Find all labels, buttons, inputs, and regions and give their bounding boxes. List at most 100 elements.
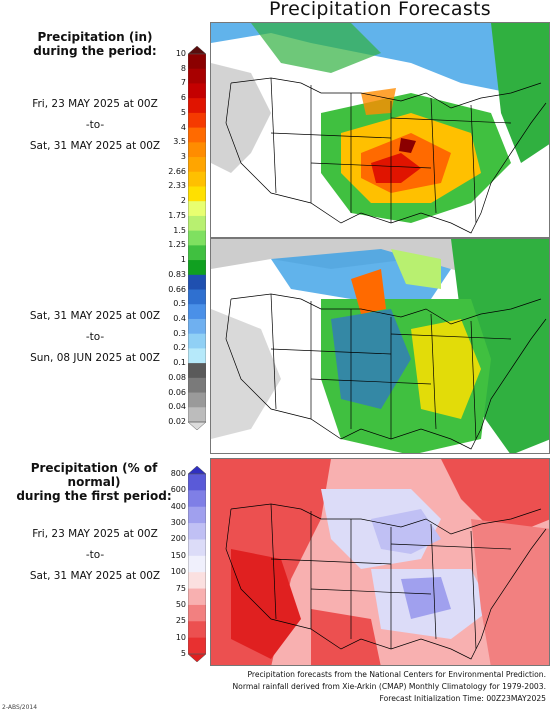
footer-line1: Precipitation forecasts from the Nationa… [247, 670, 546, 679]
colorbar-segment [188, 490, 206, 508]
colorbar-tick-label: 1.25 [168, 240, 186, 250]
colorbar-tick-label: 800 [170, 469, 186, 478]
colorbar-tick-label: 0.66 [168, 284, 186, 294]
colorbar-segment [188, 474, 206, 491]
colorbar-segment [188, 523, 206, 540]
period-2-start: Sat, 31 MAY 2025 at 00Z [29, 310, 161, 322]
colorbar-tick-label: 100 [170, 567, 186, 577]
colorbar-segment [188, 112, 206, 129]
colorbar-segment [188, 572, 206, 590]
colorbar-tick-label: 2 [180, 196, 186, 206]
colorbar-segment [188, 363, 206, 379]
colorbar-segment [188, 186, 206, 202]
period-2-end: Sun, 08 JUN 2025 at 00Z [30, 352, 160, 364]
colorbar-tick-label: 400 [170, 501, 186, 511]
colorbar-segment [188, 230, 206, 246]
colorbar-segment [188, 304, 206, 320]
percent-colorbar: 800 600 400 300 200 150 100 75 50 25 10 5 [146, 466, 208, 662]
colorbar-segment [188, 83, 206, 99]
period-3-label: Fri, 23 MAY 2025 at 00Z -to- Sat, 31 MAY… [20, 524, 170, 587]
colorbar-tick-label: 5 [180, 649, 186, 658]
colorbar-tick-label: 0.2 [173, 343, 186, 353]
colorbar-tick-label: 1 [180, 255, 186, 265]
colorbar-tick-label: 3 [180, 152, 186, 162]
colorbar-segment [188, 555, 206, 573]
corner-label: 2-ABS/2014 [2, 704, 38, 711]
colorbar-segment [188, 392, 206, 408]
period-3-sep: -to- [85, 549, 105, 561]
forecast-map-1 [211, 23, 549, 237]
colorbar-tick-label: 300 [170, 518, 186, 528]
colorbar-tick-label: 0.02 [168, 417, 186, 426]
period-2-label: Sat, 31 MAY 2025 at 00Z -to- Sun, 08 JUN… [20, 306, 170, 369]
colorbar-tick-label: 0.04 [168, 402, 186, 412]
colorbar-tick-label: 0.3 [173, 328, 186, 338]
map-panel-percent-normal [210, 458, 550, 666]
colorbar-tick-label: 0.83 [168, 269, 186, 279]
colorbar-outline [188, 473, 206, 655]
map-panel-period-2 [210, 238, 550, 454]
colorbar-tick-label: 2.66 [168, 166, 186, 176]
period-3-end: Sat, 31 MAY 2025 at 00Z [29, 570, 161, 582]
colorbar-segment [188, 621, 206, 639]
colorbar-bottom-arrow [188, 421, 206, 430]
colorbar-segment [188, 215, 206, 232]
colorbar-tick-label: 200 [170, 534, 186, 544]
colorbar-tick-label: 2.33 [168, 181, 186, 191]
colorbar-segment [188, 289, 206, 305]
colorbar-tick-label: 7 [180, 78, 186, 88]
colorbar-tick-label: 25 [175, 616, 186, 626]
colorbar-segment [188, 68, 206, 84]
period-1-label: Fri, 23 MAY 2025 at 00Z -to- Sat, 31 MAY… [20, 94, 170, 157]
colorbar-scale [188, 46, 206, 430]
colorbar-tick-label: 150 [170, 550, 186, 560]
colorbar-tick-label: 0.4 [173, 313, 186, 323]
legend-title-line2: during the period: [33, 44, 157, 58]
colorbar-tick-label: 0.1 [173, 358, 186, 368]
colorbar-tick-label: 0.06 [168, 387, 186, 397]
colorbar-segment [188, 539, 206, 557]
colorbar-tick-label: 6 [180, 93, 186, 103]
map-panel-period-1 [210, 22, 550, 238]
colorbar-segment [188, 157, 206, 173]
period-3-start: Fri, 23 MAY 2025 at 00Z [32, 528, 158, 540]
colorbar-segment [188, 407, 206, 423]
colorbar-top-arrow [188, 46, 206, 55]
colorbar-segment [188, 54, 206, 70]
colorbar-tick-label: 5 [180, 107, 186, 117]
colorbar-segment [188, 142, 206, 158]
colorbar-segment [188, 588, 206, 606]
colorbar-tick-label: 10 [175, 49, 186, 58]
colorbar-outline [188, 53, 206, 423]
legend-title-line1: Precipitation (in) [37, 30, 153, 44]
colorbar-bottom-scale [188, 466, 206, 662]
colorbar-segment [188, 506, 206, 524]
period-2-sep: -to- [85, 331, 105, 343]
colorbar-tick-label: 75 [175, 583, 186, 593]
colorbar-segment [188, 377, 206, 394]
colorbar-segment [188, 245, 206, 261]
colorbar-top-arrow [188, 466, 206, 475]
colorbar-segment [188, 201, 206, 217]
colorbar-tick-label: 8 [180, 63, 186, 73]
colorbar-segment [188, 171, 206, 187]
colorbar-tick-label: 1.5 [173, 225, 186, 235]
legend-title-percent: Precipitation (% of normal) during the f… [4, 461, 184, 503]
period-1-end: Sat, 31 MAY 2025 at 00Z [29, 140, 161, 152]
colorbar-tick-label: 50 [175, 599, 186, 609]
colorbar-segment [188, 333, 206, 349]
colorbar-segment [188, 604, 206, 622]
legend-title-inches: Precipitation (in) during the period: [30, 30, 160, 58]
period-1-sep: -to- [85, 119, 105, 131]
legend-bottom-title-line2: during the first period: [16, 489, 172, 503]
footer-credits: Precipitation forecasts from the Nationa… [126, 669, 547, 705]
page-title: Precipitation Forecasts [269, 0, 491, 20]
precip-colorbar: 10 8 7 6 5 4 3.5 3 2.66 2.33 2 1.75 1.5 1.25 1 0.83 0.66… [146, 46, 208, 430]
footer-line3: Forecast Initialization Time: 00Z23MAY20… [379, 694, 546, 703]
colorbar-tick-label: 3.5 [173, 137, 186, 147]
colorbar-tick-label: 0.5 [173, 299, 186, 309]
colorbar-segment [188, 274, 206, 291]
colorbar-segment [188, 98, 206, 114]
colorbar-segment [188, 637, 206, 655]
colorbar-segment [188, 260, 206, 276]
